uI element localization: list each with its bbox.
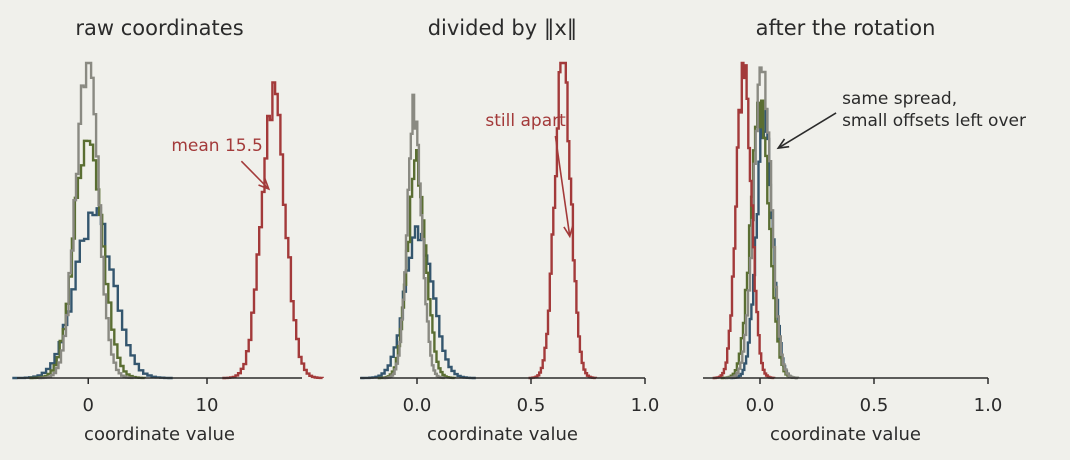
x-axis-label: coordinate value bbox=[770, 424, 921, 445]
panel-title: after the rotation bbox=[756, 16, 936, 40]
panel-after-rotation: after the rotation same spread, small off… bbox=[703, 16, 1026, 445]
histogram-red bbox=[528, 61, 598, 380]
x-tick-label: 0.0 bbox=[746, 395, 775, 416]
histogram-olive bbox=[29, 139, 146, 380]
histogram-series-group bbox=[12, 61, 324, 380]
annotation-text: mean 15.5 bbox=[171, 136, 262, 156]
annotation-arrowhead bbox=[258, 178, 271, 191]
x-tick-label: 0 bbox=[83, 395, 94, 416]
histogram-blue bbox=[360, 225, 476, 380]
x-tick-label: 0.0 bbox=[403, 395, 432, 416]
x-axis-label: coordinate value bbox=[427, 424, 578, 445]
histogram-blue bbox=[12, 207, 173, 380]
annotation-arrowhead bbox=[563, 225, 574, 239]
annotation-group: same spread, small offsets left over bbox=[776, 89, 1026, 150]
x-ticks: 0.0 0.5 1.0 bbox=[403, 378, 660, 416]
x-tick-label: 0.5 bbox=[860, 395, 889, 416]
panel-title: divided by ‖x‖ bbox=[428, 16, 578, 41]
histogram-red bbox=[222, 81, 324, 380]
annotation-group: mean 15.5 bbox=[171, 136, 271, 191]
x-ticks: 0.0 0.5 1.0 bbox=[746, 378, 1003, 416]
annotation-text: still apart bbox=[485, 111, 566, 131]
panel-title: raw coordinates bbox=[75, 16, 243, 40]
annotation-arrow bbox=[240, 160, 270, 190]
x-tick-label: 10 bbox=[196, 395, 219, 416]
histogram-gray bbox=[383, 93, 447, 380]
x-tick-label: 1.0 bbox=[631, 395, 660, 416]
histogram-series-group bbox=[712, 61, 800, 380]
histogram-series-group bbox=[360, 61, 598, 380]
annotation-arrow bbox=[777, 112, 837, 149]
histogram-red bbox=[712, 61, 776, 380]
annotation-arrowhead bbox=[776, 138, 790, 150]
x-tick-label: 1.0 bbox=[974, 395, 1003, 416]
panel-divided-by-norm: divided by ‖x‖ still apart 0.0 0.5 1.0 coo… bbox=[360, 16, 659, 445]
x-axis-label: coordinate value bbox=[84, 424, 235, 445]
x-tick-label: 0.5 bbox=[517, 395, 546, 416]
histogram-gray bbox=[724, 66, 800, 380]
annotation-group: still apart bbox=[485, 111, 574, 239]
histogram-gray bbox=[38, 61, 135, 380]
panel-raw-coordinates: raw coordinates mean 15.5 0 10 coordinate… bbox=[12, 16, 324, 445]
x-ticks: 0 10 bbox=[83, 378, 219, 416]
annotation-text: same spread, small offsets left over bbox=[842, 89, 1026, 131]
annotation-arrow bbox=[554, 135, 571, 237]
